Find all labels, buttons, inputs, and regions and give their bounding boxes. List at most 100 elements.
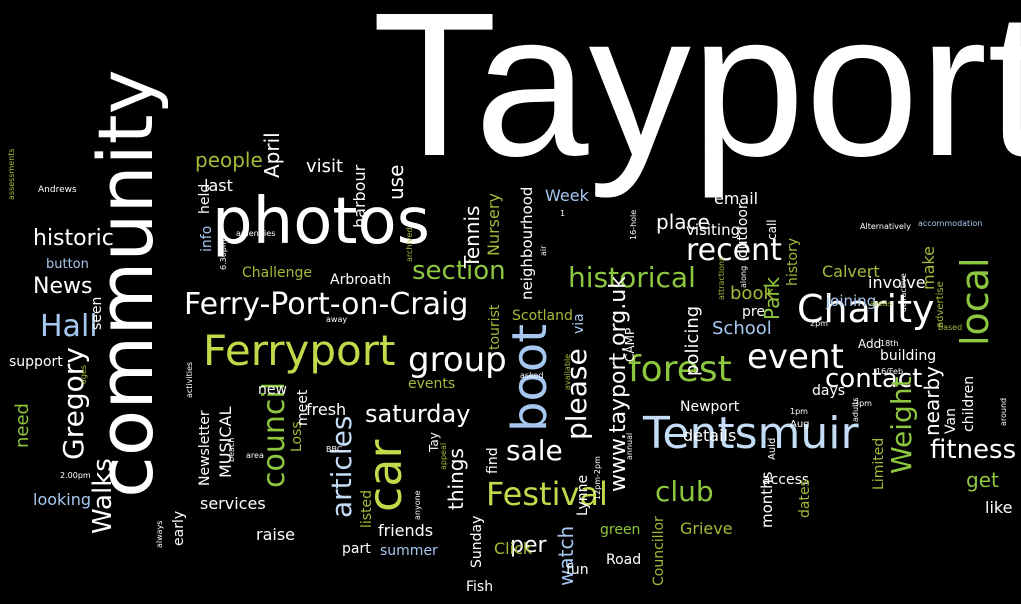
word-18th: 18th (880, 339, 899, 348)
word-archived: archived (405, 227, 414, 262)
word-newport: Newport (680, 399, 740, 415)
word-ferry-port-on-craig: Ferry-Port-on-Craig (184, 287, 469, 322)
word-services: services (200, 494, 266, 513)
word-last: last (204, 176, 233, 195)
word-fresh: fresh (306, 400, 347, 419)
word-councillor: Councillor (651, 516, 667, 586)
word-week: Week (545, 186, 589, 205)
word-use: use (384, 164, 408, 200)
word-button: button (46, 257, 89, 272)
word-challenge: Challenge (242, 265, 312, 281)
word-away: away (326, 315, 348, 324)
word-articles: articles (325, 415, 358, 518)
word-april: April (260, 132, 284, 178)
word-beach: beach (227, 437, 236, 462)
word-section: section (412, 256, 506, 286)
word-anyone: anyone (413, 490, 422, 520)
word-weight: Weight (885, 376, 918, 474)
word-community: community (81, 69, 170, 498)
word-fish: Fish (466, 579, 494, 595)
word-appeal: appeal (439, 442, 448, 470)
word-nearby: nearby (920, 366, 944, 436)
word-accommodation: accommodation (918, 219, 983, 228)
word-harbour: harbour (350, 164, 369, 228)
word-grieve: Grieve (680, 519, 733, 538)
word-2pm: 2pm (810, 319, 828, 328)
word-hall: Hall (40, 309, 98, 344)
word-auld: Auld (767, 437, 778, 460)
word-attractive: attractive (899, 273, 908, 312)
word-visit: visit (306, 156, 344, 177)
word-like: like (985, 498, 1013, 517)
word-assessments: assessments (7, 148, 16, 200)
word-fitness: fitness (930, 435, 1017, 465)
word-via: via (571, 313, 587, 334)
word-historical: historical (568, 261, 696, 294)
word-per: per (510, 533, 547, 558)
word-place: place (656, 210, 710, 234)
word-find: find (485, 447, 501, 474)
word-get: get (966, 468, 999, 492)
word-charity: Charity (797, 287, 935, 331)
word-arbroath: Arbroath (330, 272, 392, 288)
word-amenities: amenities (236, 229, 276, 238)
word-new: new (258, 382, 287, 398)
word-visiting: visiting (686, 221, 741, 239)
word-1pm: 1pm (790, 407, 808, 416)
word-sale: sale (506, 434, 563, 467)
word-pre: pre (742, 304, 765, 320)
word-lynne: Lynne (575, 474, 591, 516)
word-green: green (600, 522, 641, 538)
word-joining: joining (826, 292, 877, 310)
word-sunday: Sunday (469, 515, 485, 568)
word-attractions: attractions (717, 256, 726, 300)
word-email: email (714, 189, 759, 208)
word-calvert: Calvert (822, 262, 880, 281)
word-ages: ages (79, 364, 88, 384)
word-recent: recent (686, 233, 782, 268)
word-along: along (739, 265, 748, 288)
word-walks: Walks (88, 458, 118, 534)
word-click: Click (494, 539, 533, 558)
word-1: 1 (560, 209, 566, 218)
word-advertise: advertise (935, 281, 946, 328)
word-local: local (953, 257, 997, 346)
word-friends: friends (378, 521, 434, 540)
word-call: call (765, 219, 779, 240)
word-saturday: saturday (365, 400, 471, 428)
word-forest: forest (628, 349, 732, 390)
word-part: part (342, 541, 371, 557)
word-16feb: 16/Feb (876, 367, 904, 376)
word-neighbourhood: neighbourhood (518, 186, 536, 300)
word-3pm: 3pm (854, 399, 872, 408)
word-aug: Aug (790, 419, 810, 430)
word-alternatively: Alternatively (860, 222, 911, 231)
word-bbc: BBC (326, 445, 343, 454)
word-scotland: Scotland (512, 308, 573, 324)
word-200pm: 2.00pm (60, 471, 91, 480)
word-tentsmuir: Tentsmuir (643, 408, 859, 459)
word-based: based (938, 323, 963, 332)
word-photos: photos (212, 185, 430, 259)
word-support: support (9, 354, 63, 370)
word-areas: areas (870, 299, 893, 308)
word-tayport: Tayport (372, 0, 1021, 199)
word-camp: CAMP (623, 327, 637, 362)
word-area: area (246, 451, 264, 460)
word-road: Road (606, 552, 642, 568)
word-looking: looking (33, 490, 92, 509)
word-park: Park (760, 276, 784, 320)
word-newsletter: Newsletter (197, 410, 213, 486)
word-air: air (539, 245, 548, 256)
word-policing: policing (682, 305, 703, 376)
word-info: info (199, 225, 215, 252)
word-activities: activities (185, 361, 194, 398)
word-contact: contact (825, 364, 923, 394)
word-add: Add (858, 337, 882, 351)
word-van: Van (943, 408, 959, 434)
word-children: children (961, 375, 977, 432)
word-ferryport: Ferryport (203, 326, 396, 375)
word-club: club (655, 475, 714, 508)
word-need: need (12, 403, 33, 448)
word-months: months (758, 471, 776, 529)
